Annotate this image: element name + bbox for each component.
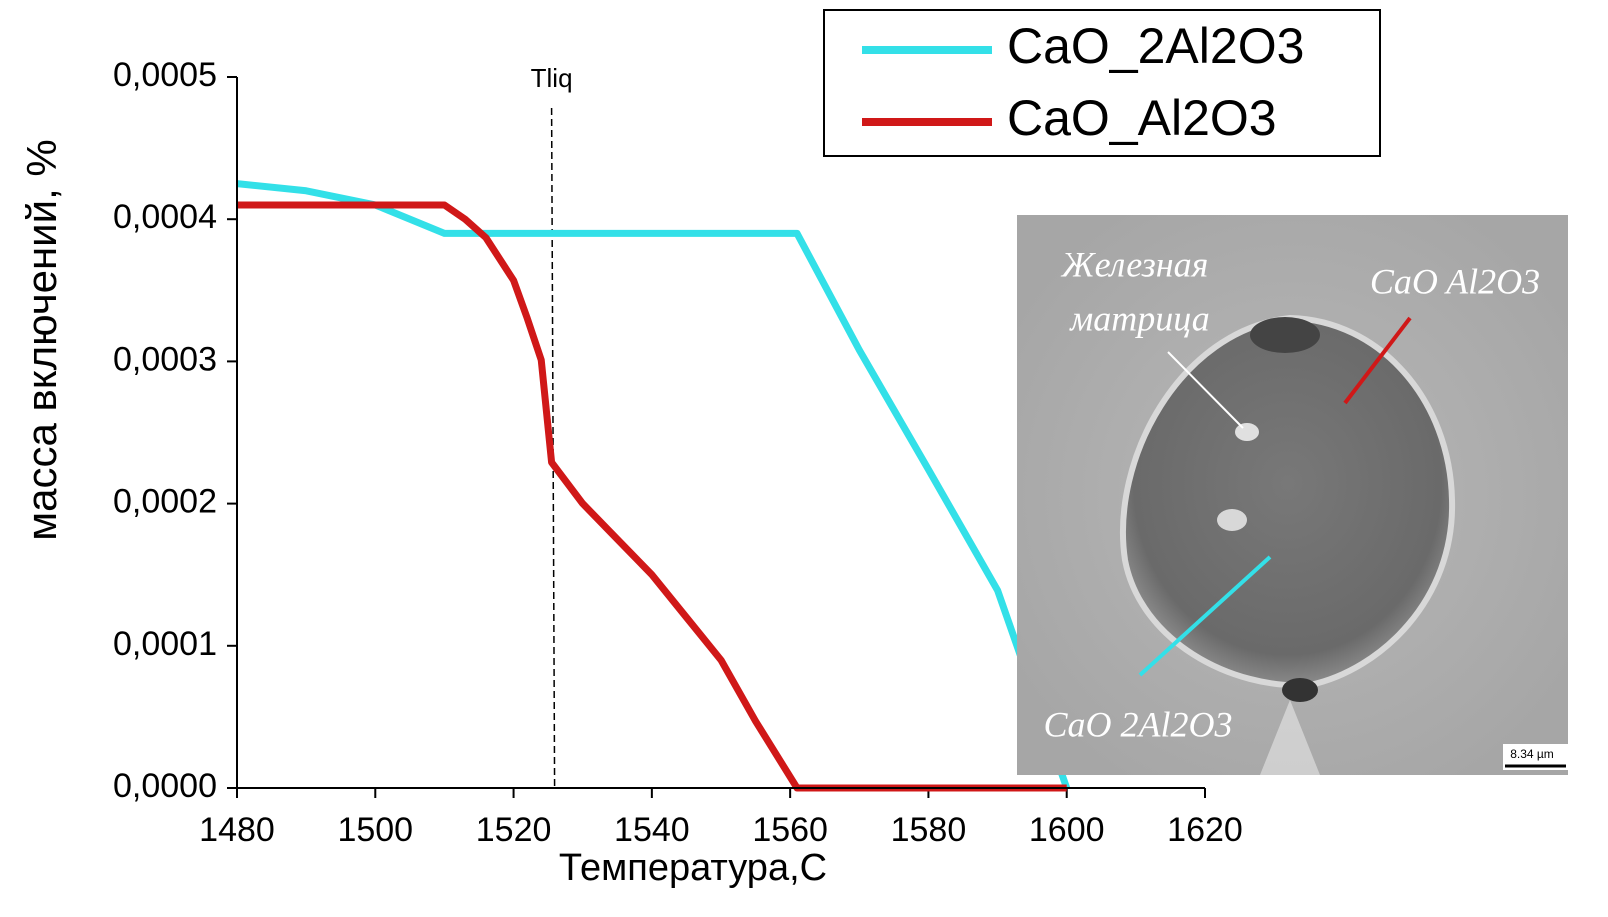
x-tick-label: 1560	[752, 811, 828, 849]
y-tick-label: 0,0002	[113, 483, 217, 521]
x-tick-label: 1500	[337, 811, 413, 849]
y-tick-label: 0,0000	[113, 767, 217, 805]
inset-label: CaO Al2O3	[1370, 261, 1540, 301]
y-axis-title: масса включений, %	[18, 139, 65, 541]
y-tick-label: 0,0004	[113, 198, 217, 236]
x-tick-label: 1540	[614, 811, 690, 849]
legend-label: CaO_2Al2O3	[1007, 18, 1304, 74]
legend: CaO_2Al2O3 CaO_Al2O3	[824, 10, 1380, 156]
x-tick-label: 1600	[1029, 811, 1105, 849]
y-tick-label: 0,0005	[113, 56, 217, 94]
x-tick-label: 1480	[199, 811, 275, 849]
page: 0,0000 0,0001 0,0002 0,0003 0,0004 0,0005 1480…	[0, 0, 1608, 917]
tliq-label: Tliq	[531, 63, 573, 93]
y-tick-label: 0,0001	[113, 625, 217, 663]
x-tick-label: 1580	[891, 811, 967, 849]
x-axis-title: Температура,C	[559, 847, 827, 889]
inclusion-bottom	[1282, 678, 1318, 702]
inset-label: матрица	[1068, 298, 1209, 338]
inset-image: Железная матрица CaO Al2O3 CaO 2Al2O3 8.…	[1017, 215, 1568, 775]
series-line	[237, 184, 1067, 788]
inclusion-top	[1250, 317, 1320, 353]
y-tick-label: 0,0003	[113, 340, 217, 378]
inset-label: CaO 2Al2O3	[1044, 704, 1233, 744]
scale-bar-label: 8.34 µm	[1510, 747, 1554, 761]
chart: 0,0000 0,0001 0,0002 0,0003 0,0004 0,0005 1480…	[0, 0, 1608, 912]
iron-particle	[1217, 509, 1247, 531]
legend-label: CaO_Al2O3	[1007, 90, 1277, 146]
x-tick-label: 1520	[476, 811, 552, 849]
inset-label: Железная	[1061, 244, 1209, 284]
iron-particle	[1235, 423, 1259, 441]
x-tick-label: 1620	[1167, 811, 1243, 849]
